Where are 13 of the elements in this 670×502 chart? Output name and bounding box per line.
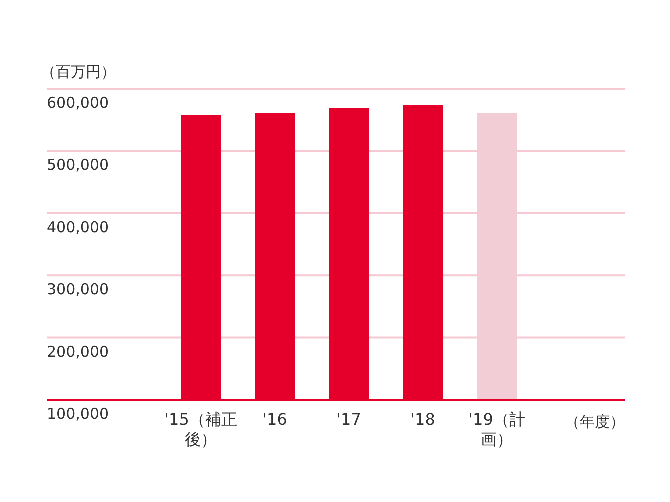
y-tick-label: 600,000 [47,94,110,112]
y-tick-label: 100,000 [47,405,110,423]
y-tick-label: 300,000 [47,280,110,299]
x-tick-label: '17 [336,410,362,430]
y-tick-label: 500,000 [47,156,110,174]
y-tick-label: 200,000 [47,342,110,361]
y-tick-label: 400,000 [47,218,110,236]
x-axis-title: （年度） [565,413,625,431]
y-axis-title: （百万円） [41,63,116,81]
x-tick-label: '19（計画） [468,410,526,450]
x-tick-label: '15（補正後） [164,410,238,450]
x-tick-label: '16 [262,410,288,429]
x-tick-label: '18 [410,410,436,430]
